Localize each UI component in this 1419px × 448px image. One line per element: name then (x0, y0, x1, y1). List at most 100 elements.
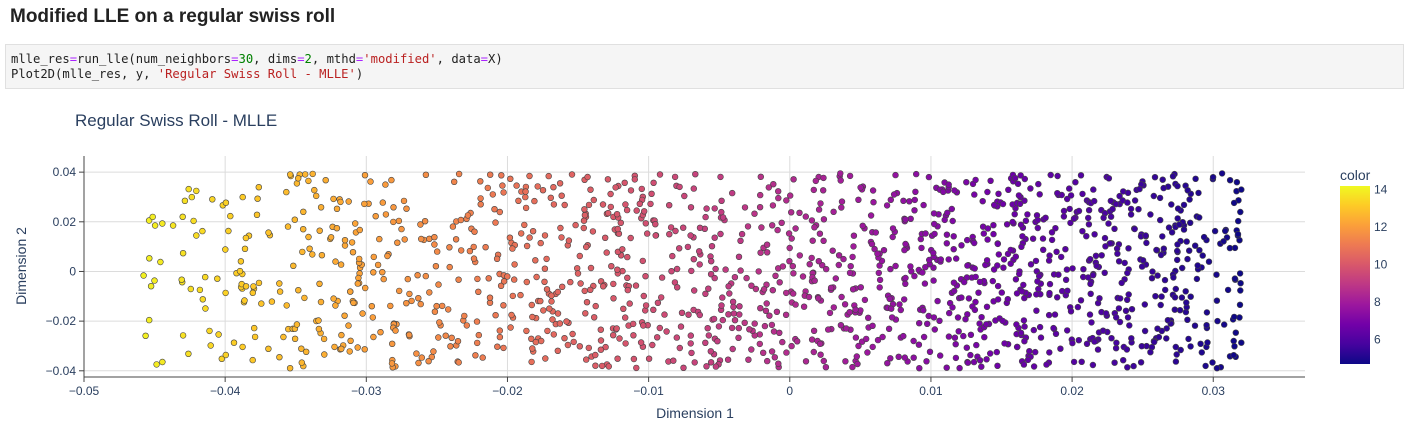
scatter-point[interactable] (718, 208, 725, 216)
scatter-point[interactable] (925, 312, 932, 320)
scatter-point[interactable] (241, 297, 248, 304)
scatter-point[interactable] (1079, 273, 1087, 281)
scatter-point[interactable] (920, 307, 927, 314)
scatter-point[interactable] (923, 358, 930, 365)
scatter-point[interactable] (181, 197, 189, 205)
scatter-point[interactable] (1021, 175, 1029, 183)
scatter-point[interactable] (311, 186, 318, 194)
scatter-point[interactable] (557, 224, 564, 232)
scatter-point[interactable] (1177, 346, 1184, 354)
scatter-point[interactable] (799, 273, 807, 280)
scatter-point[interactable] (994, 362, 1001, 369)
scatter-point[interactable] (998, 289, 1005, 296)
scatter-point[interactable] (840, 255, 847, 263)
scatter-point[interactable] (337, 261, 345, 268)
scatter-point[interactable] (426, 289, 433, 296)
scatter-point[interactable] (584, 173, 591, 181)
scatter-point[interactable] (1198, 349, 1206, 356)
scatter-point[interactable] (965, 295, 973, 302)
scatter-point[interactable] (852, 334, 860, 341)
scatter-point[interactable] (1119, 357, 1127, 364)
scatter-point[interactable] (770, 180, 777, 188)
scatter-point[interactable] (422, 171, 430, 179)
scatter-point[interactable] (906, 198, 913, 205)
scatter-point[interactable] (249, 289, 257, 297)
scatter-point[interactable] (528, 301, 535, 309)
scatter-point[interactable] (276, 354, 283, 361)
scatter-point[interactable] (574, 270, 582, 277)
scatter-point[interactable] (912, 188, 919, 196)
scatter-point[interactable] (613, 325, 620, 332)
scatter-point[interactable] (708, 243, 716, 250)
scatter-point[interactable] (885, 325, 893, 333)
scatter-point[interactable] (1209, 173, 1217, 181)
scatter-point[interactable] (482, 244, 489, 251)
scatter-point[interactable] (1012, 276, 1020, 283)
scatter-point[interactable] (757, 249, 764, 256)
scatter-point[interactable] (1150, 338, 1158, 346)
scatter-point[interactable] (887, 265, 894, 273)
scatter-point[interactable] (422, 272, 429, 280)
scatter-point[interactable] (341, 237, 349, 244)
scatter-point[interactable] (1218, 170, 1226, 177)
scatter-point[interactable] (1172, 358, 1180, 365)
scatter-point[interactable] (452, 236, 460, 243)
scatter-point[interactable] (396, 287, 403, 295)
scatter-point[interactable] (1067, 192, 1075, 199)
scatter-point[interactable] (1124, 364, 1131, 371)
scatter-point[interactable] (146, 255, 153, 262)
scatter-point[interactable] (760, 286, 768, 293)
scatter-point[interactable] (548, 298, 555, 305)
scatter-point[interactable] (209, 196, 216, 203)
scatter-point[interactable] (190, 217, 197, 225)
scatter-point[interactable] (950, 279, 958, 286)
scatter-point[interactable] (179, 213, 186, 221)
scatter-point[interactable] (523, 278, 530, 286)
scatter-point[interactable] (576, 252, 583, 260)
scatter-point[interactable] (541, 278, 548, 286)
scatter-point[interactable] (280, 333, 287, 341)
scatter-point[interactable] (214, 275, 221, 282)
scatter-point[interactable] (1128, 306, 1136, 313)
scatter-point[interactable] (922, 230, 929, 237)
scatter-point[interactable] (1123, 296, 1131, 304)
scatter-point[interactable] (569, 330, 576, 338)
scatter-point[interactable] (1174, 182, 1181, 190)
scatter-point[interactable] (1191, 322, 1199, 329)
scatter-point[interactable] (1156, 194, 1164, 202)
scatter-point[interactable] (1176, 221, 1183, 228)
scatter-point[interactable] (1230, 199, 1238, 207)
scatter-point[interactable] (1197, 340, 1204, 348)
scatter-point[interactable] (1054, 172, 1061, 180)
scatter-point[interactable] (808, 217, 816, 224)
scatter-point[interactable] (920, 201, 927, 209)
scatter-point[interactable] (1018, 288, 1026, 295)
scatter-point[interactable] (1039, 246, 1047, 254)
scatter-point[interactable] (696, 311, 703, 319)
scatter-point[interactable] (876, 284, 883, 291)
scatter-point[interactable] (724, 356, 732, 363)
scatter-point[interactable] (788, 235, 795, 242)
scatter-point[interactable] (379, 199, 386, 206)
scatter-point[interactable] (1150, 192, 1158, 200)
scatter-point[interactable] (153, 361, 160, 368)
scatter-point[interactable] (756, 331, 763, 338)
scatter-point[interactable] (1102, 243, 1109, 250)
scatter-point[interactable] (1124, 269, 1131, 277)
scatter-point[interactable] (762, 307, 770, 315)
scatter-point[interactable] (477, 195, 484, 202)
scatter-point[interactable] (930, 249, 937, 257)
scatter-point[interactable] (362, 284, 369, 292)
scatter-point[interactable] (892, 171, 899, 179)
scatter-point[interactable] (744, 223, 752, 230)
scatter-point[interactable] (950, 287, 958, 295)
scatter-point[interactable] (417, 221, 424, 228)
scatter-point[interactable] (1200, 233, 1208, 241)
scatter-point[interactable] (377, 329, 384, 336)
scatter-point[interactable] (517, 230, 525, 237)
scatter-point[interactable] (457, 216, 465, 224)
scatter-point[interactable] (592, 351, 599, 359)
scatter-point[interactable] (253, 211, 261, 219)
scatter-point[interactable] (963, 236, 971, 244)
scatter-point[interactable] (607, 203, 614, 211)
